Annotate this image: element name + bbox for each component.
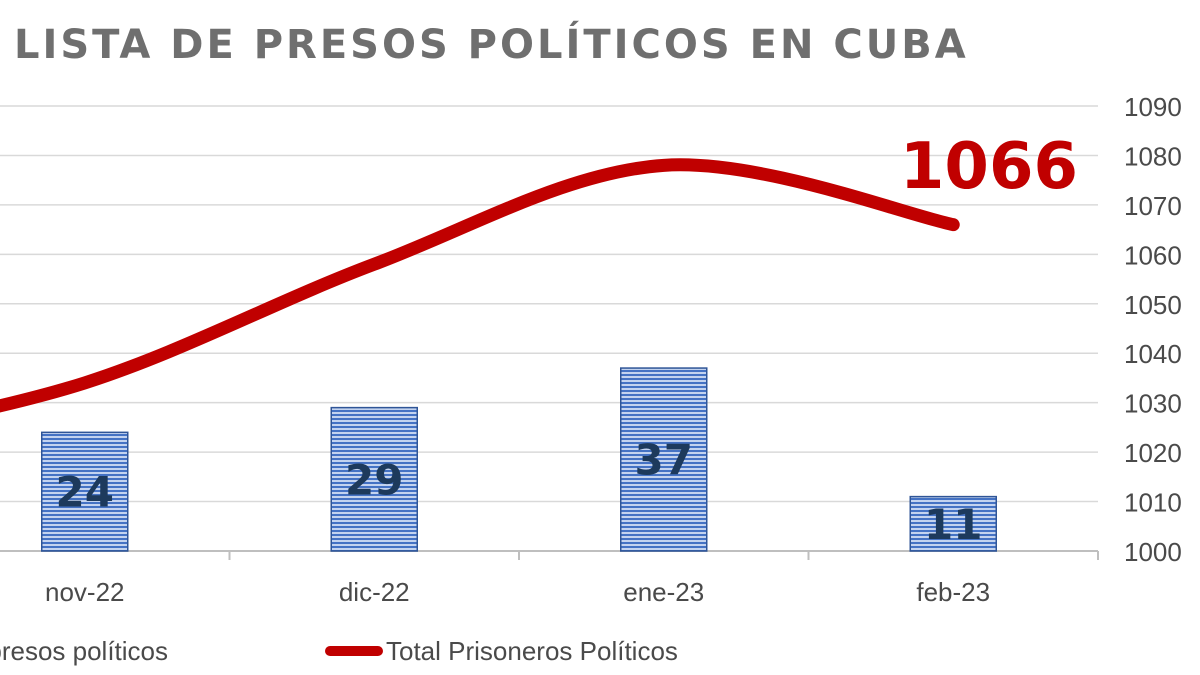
y-tick-label: 1030: [1124, 389, 1182, 419]
bar-data-label: 24: [56, 468, 114, 517]
x-tick-label: feb-23: [916, 577, 990, 607]
y-tick-label: 1010: [1124, 488, 1182, 518]
x-tick-label: nov-22: [45, 577, 125, 607]
bar-ene-23: [620, 367, 708, 552]
chart-title: LISTA DE PRESOS POLÍTICOS EN CUBA: [14, 22, 969, 68]
last-value-callout: 1066: [900, 130, 1078, 204]
legend-entry-bars: Nuevos presos políticos: [0, 636, 168, 666]
bar-data-label: 29: [345, 455, 403, 504]
bar-data-label: 37: [635, 436, 693, 485]
y-tick-label: 1020: [1124, 438, 1182, 468]
y-tick-label: 1050: [1124, 290, 1182, 320]
y-tick-label: 1090: [1124, 92, 1182, 122]
x-tick-label: dic-22: [339, 577, 410, 607]
bar-dic-22: [330, 406, 418, 552]
x-tick-label: ene-23: [623, 577, 704, 607]
bar-feb-23: [909, 495, 997, 552]
bar-data-label: 11: [924, 500, 982, 549]
legend-entry-line: Total Prisoneros Políticos: [386, 636, 678, 666]
y-tick-label: 1040: [1124, 339, 1182, 369]
y-tick-label: 1000: [1124, 537, 1182, 567]
total-line-series: [0, 158, 960, 413]
bar-nov-22: [41, 431, 129, 552]
y-tick-label: 1060: [1124, 240, 1182, 270]
y-tick-label: 1070: [1124, 191, 1182, 221]
y-tick-label: 1080: [1124, 141, 1182, 171]
